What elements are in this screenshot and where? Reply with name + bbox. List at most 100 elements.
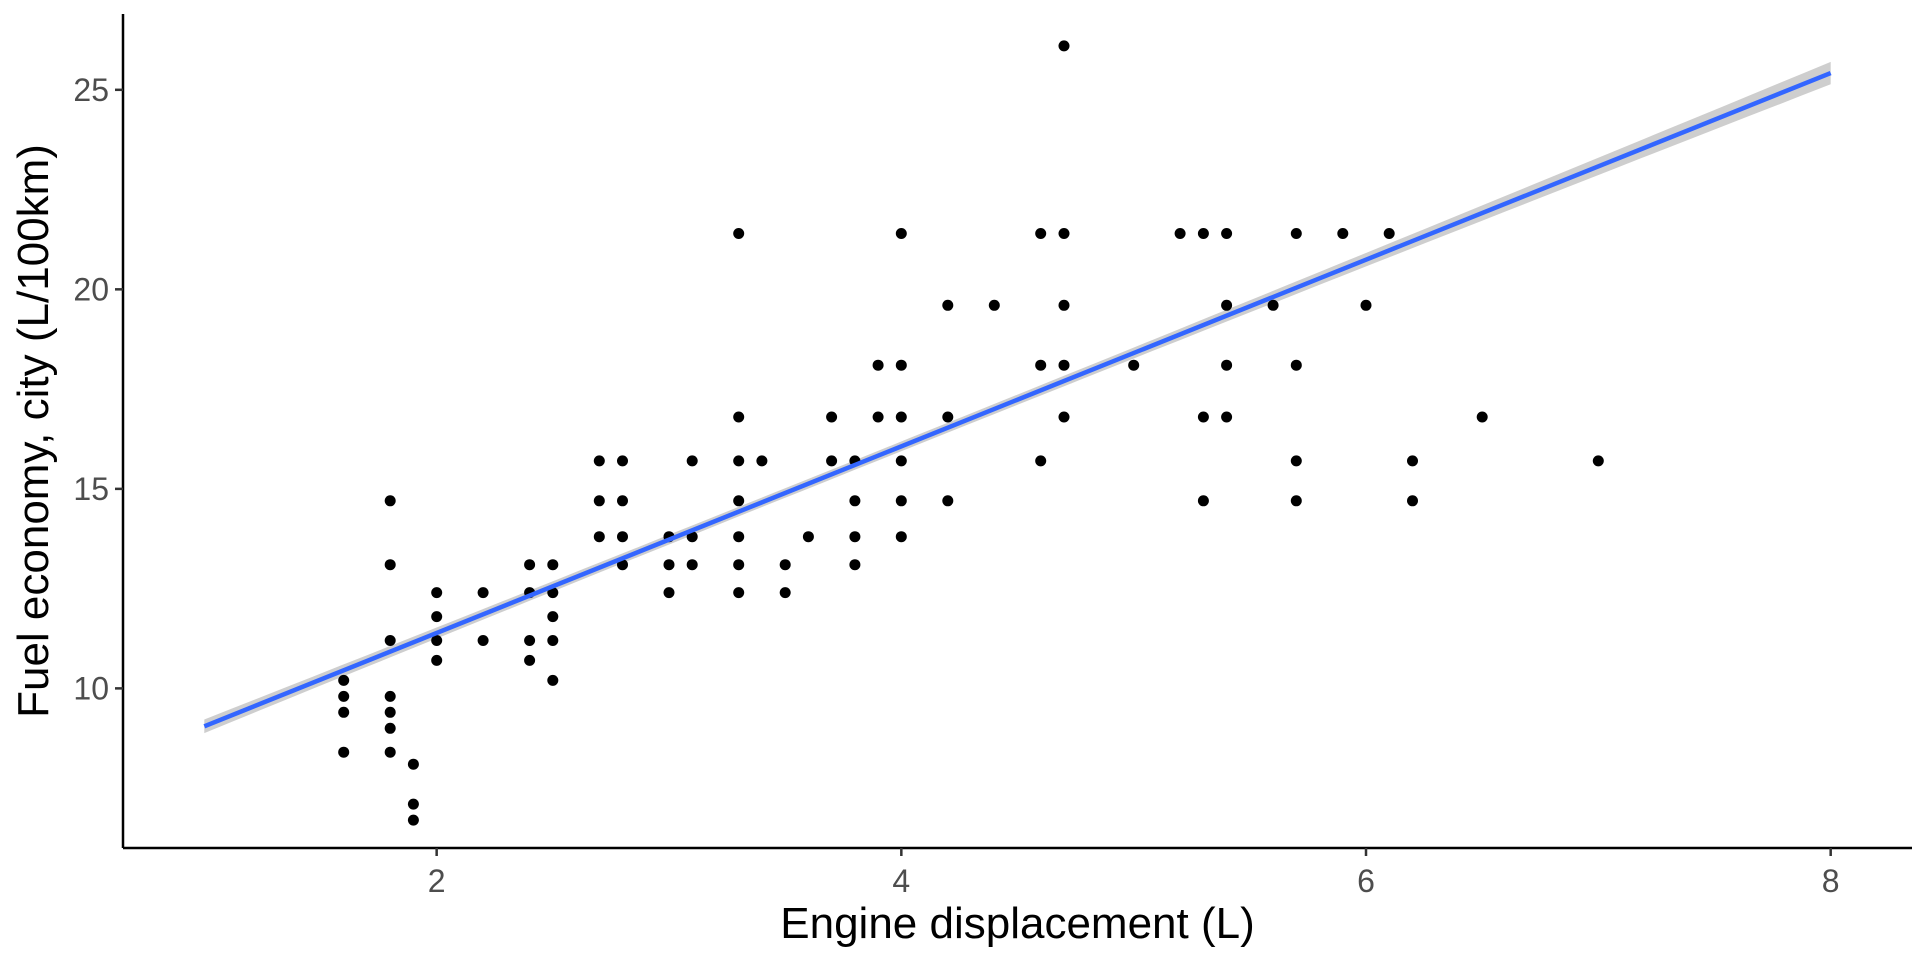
data-point bbox=[547, 674, 559, 686]
x-axis-title: Engine displacement (L) bbox=[780, 899, 1254, 948]
data-point bbox=[733, 587, 745, 599]
data-point bbox=[779, 559, 791, 571]
data-point bbox=[384, 746, 396, 758]
y-axis-title: Fuel economy, city (L/100km) bbox=[9, 144, 58, 718]
data-point bbox=[872, 411, 884, 423]
fit-line-layer bbox=[203, 70, 1832, 729]
data-point bbox=[802, 531, 814, 543]
data-point bbox=[384, 559, 396, 571]
data-point bbox=[826, 455, 838, 467]
data-point bbox=[338, 690, 350, 702]
data-point bbox=[593, 455, 605, 467]
data-point bbox=[895, 359, 907, 371]
data-point bbox=[895, 411, 907, 423]
data-point bbox=[477, 635, 489, 646]
data-point bbox=[407, 758, 419, 770]
data-point bbox=[1058, 411, 1070, 423]
data-point bbox=[895, 495, 907, 507]
data-point bbox=[733, 411, 745, 423]
data-point bbox=[1290, 228, 1302, 239]
data-point bbox=[547, 559, 559, 571]
data-point bbox=[407, 798, 419, 810]
data-point bbox=[1221, 228, 1233, 239]
data-point bbox=[431, 587, 443, 599]
data-point bbox=[1267, 299, 1279, 311]
y-tick-label: 15 bbox=[73, 471, 109, 507]
data-point bbox=[1058, 40, 1070, 52]
data-point bbox=[384, 722, 396, 734]
data-point bbox=[1290, 455, 1302, 467]
data-point bbox=[1035, 359, 1047, 371]
x-tick-label: 6 bbox=[1357, 863, 1375, 899]
data-point bbox=[524, 635, 536, 646]
y-tick-label: 25 bbox=[73, 72, 109, 108]
data-point bbox=[663, 559, 675, 571]
data-point bbox=[384, 495, 396, 507]
data-point bbox=[1197, 228, 1209, 239]
data-point bbox=[617, 455, 628, 467]
data-point bbox=[1383, 228, 1395, 239]
fit-line bbox=[203, 70, 1832, 729]
data-point bbox=[1290, 359, 1302, 371]
data-point bbox=[826, 411, 838, 423]
data-point bbox=[407, 814, 419, 826]
data-point bbox=[1476, 411, 1488, 423]
data-point bbox=[663, 587, 675, 599]
data-point bbox=[431, 635, 443, 646]
axes-layer bbox=[121, 14, 1912, 850]
y-tick-label: 20 bbox=[73, 271, 109, 307]
data-point bbox=[1197, 495, 1209, 507]
data-point bbox=[384, 635, 396, 646]
data-point bbox=[384, 706, 396, 718]
data-point bbox=[617, 559, 628, 571]
data-point bbox=[1221, 299, 1233, 311]
data-point bbox=[733, 531, 745, 543]
data-point bbox=[686, 455, 698, 467]
data-point bbox=[524, 559, 536, 571]
data-point bbox=[1197, 411, 1209, 423]
data-point bbox=[1221, 411, 1233, 423]
data-point bbox=[849, 495, 861, 507]
y-ticks-layer: 10 15 20 25 bbox=[73, 72, 123, 706]
data-point bbox=[1360, 299, 1372, 311]
data-point bbox=[338, 706, 350, 718]
data-point bbox=[733, 455, 745, 467]
data-point bbox=[1035, 455, 1047, 467]
data-point bbox=[1128, 359, 1140, 371]
data-point bbox=[384, 690, 396, 702]
data-point bbox=[942, 299, 954, 311]
data-point bbox=[849, 531, 861, 543]
x-tick-label: 4 bbox=[892, 863, 910, 899]
x-tick-label: 8 bbox=[1822, 863, 1840, 899]
data-point bbox=[895, 228, 907, 239]
data-point bbox=[988, 299, 1000, 311]
x-ticks-layer: 2 4 6 8 bbox=[428, 848, 1840, 899]
data-point bbox=[1174, 228, 1186, 239]
data-point bbox=[431, 611, 443, 623]
data-point bbox=[338, 674, 350, 686]
data-points-layer bbox=[338, 40, 1604, 826]
data-point bbox=[1407, 455, 1418, 467]
data-point bbox=[547, 635, 559, 646]
data-point bbox=[524, 654, 536, 666]
data-point bbox=[477, 587, 489, 599]
data-point bbox=[617, 495, 628, 507]
data-point bbox=[779, 587, 791, 599]
data-point bbox=[1592, 455, 1604, 467]
data-point bbox=[1058, 228, 1070, 239]
data-point bbox=[849, 559, 861, 571]
data-point bbox=[338, 746, 350, 758]
data-point bbox=[942, 411, 954, 423]
data-point bbox=[756, 455, 768, 467]
data-point bbox=[872, 359, 884, 371]
data-point bbox=[733, 495, 745, 507]
data-point bbox=[1058, 359, 1070, 371]
data-point bbox=[733, 228, 745, 239]
data-point bbox=[431, 654, 443, 666]
data-point bbox=[686, 531, 698, 543]
data-point bbox=[593, 531, 605, 543]
y-tick-label: 10 bbox=[73, 670, 109, 706]
data-point bbox=[895, 455, 907, 467]
data-point bbox=[617, 531, 628, 543]
